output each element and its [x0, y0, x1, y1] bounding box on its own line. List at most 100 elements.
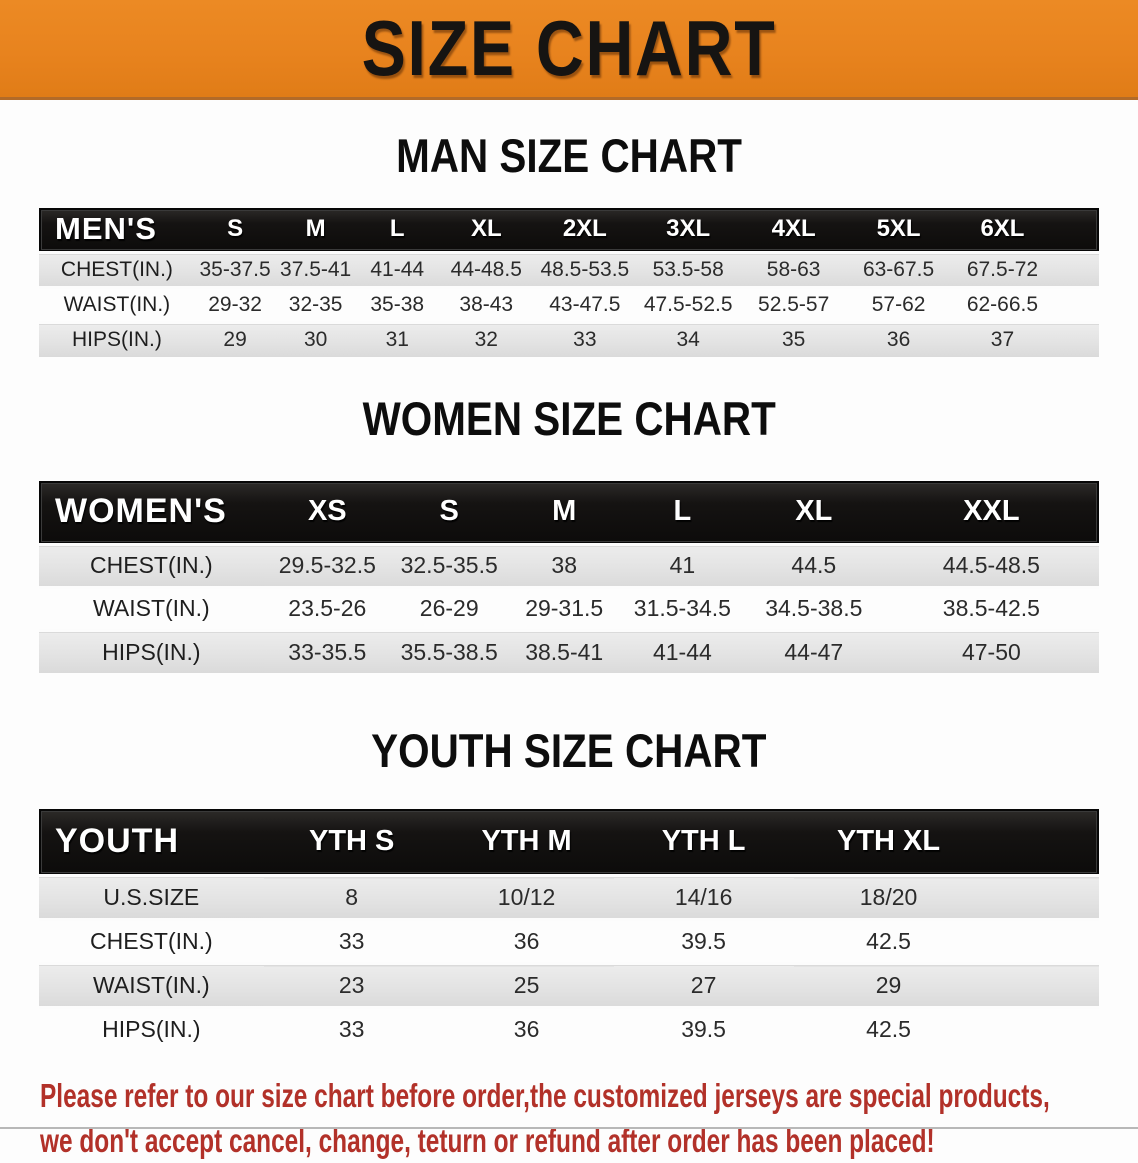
- size-value-cell: 48.5-53.5: [540, 257, 630, 281]
- youth-size-chart-heading: YOUTH SIZE CHART: [0, 725, 1138, 789]
- size-value-cell: 37.5-41: [280, 257, 352, 281]
- table-row: U.S.SIZE 8 10/12 14/16 18/20: [39, 875, 1099, 919]
- size-value-cell: 23: [338, 971, 365, 998]
- bottom-divider: [0, 1127, 1138, 1129]
- size-value-cell: 42.5: [866, 1016, 911, 1043]
- size-column-header: L: [389, 215, 405, 243]
- filler-cell: [983, 875, 1099, 919]
- table-row: CHEST(IN.) 29.5-32.5 32.5-35.5 38 41 44.5 44.5…: [39, 544, 1099, 587]
- size-value-cell: 38-43: [459, 292, 514, 316]
- size-column-header: 4XL: [771, 215, 816, 243]
- size-value-cell: 10/12: [497, 883, 556, 910]
- size-value-cell: 35: [781, 328, 806, 352]
- size-value-cell: 47.5-52.5: [643, 292, 733, 316]
- row-label: U.S.SIZE: [103, 883, 200, 910]
- size-column-header: 5XL: [876, 215, 921, 243]
- size-value-cell: 44-47: [784, 638, 844, 665]
- size-column-header: S: [439, 495, 459, 528]
- table-title: WOMEN'S: [55, 492, 227, 531]
- table-row: HIPS(IN.) 33-35.5 35.5-38.5 38.5-41 41-44 44-…: [39, 630, 1099, 673]
- disclaimer-line-2: we don't accept cancel, change, teturn o…: [40, 1122, 935, 1159]
- filler-cell: [983, 1007, 1099, 1051]
- size-value-cell: 36: [886, 328, 911, 352]
- size-value-cell: 35.5-38.5: [400, 638, 498, 665]
- size-value-cell: 37: [990, 328, 1015, 352]
- size-value-cell: 39.5: [681, 927, 726, 954]
- size-value-cell: 27: [690, 971, 717, 998]
- table-header-row: WOMEN'S XS S M L XL XXL: [39, 481, 1099, 544]
- size-value-cell: 44.5: [791, 552, 837, 578]
- size-value-cell: 36: [513, 927, 540, 954]
- size-value-cell: 44.5-48.5: [942, 552, 1040, 578]
- size-column-header: M: [552, 495, 577, 528]
- filler-cell: [983, 963, 1099, 1007]
- table-row: HIPS(IN.) 29 30 31 32 33 34 35 36 37: [39, 322, 1099, 357]
- size-value-cell: 41: [669, 552, 696, 578]
- size-column-header: M: [305, 215, 326, 243]
- size-value-cell: 18/20: [859, 883, 918, 910]
- size-chart-title: SIZE CHART: [361, 4, 777, 92]
- size-value-cell: 47-50: [961, 638, 1021, 665]
- size-column-header: YTH S: [308, 824, 395, 857]
- size-value-cell: 34: [676, 328, 700, 352]
- size-column-header: L: [673, 495, 692, 528]
- size-value-cell: 53.5-58: [652, 257, 724, 281]
- size-value-cell: 32.5-35.5: [400, 552, 498, 578]
- women-size-chart-heading: WOMEN SIZE CHART: [0, 393, 1138, 457]
- table-row: HIPS(IN.) 33 36 39.5 42.5: [39, 1007, 1099, 1051]
- size-value-cell: 63-67.5: [862, 257, 935, 281]
- youth-size-table: YOUTH YTH S YTH M YTH L YTH XL U.S.SIZE 8 10/12…: [39, 809, 1099, 1051]
- filler-cell: [983, 809, 1099, 875]
- row-label: HIPS(IN.): [102, 638, 201, 665]
- size-value-cell: 43-47.5: [549, 292, 621, 316]
- size-value-cell: 29.5-32.5: [278, 552, 376, 578]
- size-column-header: XXL: [963, 495, 1020, 528]
- row-label: HIPS(IN.): [102, 1016, 201, 1043]
- man-size-chart-heading: MAN SIZE CHART: [0, 130, 1138, 194]
- size-value-cell: 57-62: [871, 292, 926, 316]
- size-value-cell: 38: [551, 552, 577, 578]
- table-row: WAIST(IN.) 23.5-26 26-29 29-31.5 31.5-34.5 34…: [39, 587, 1099, 630]
- size-column-header: XL: [795, 495, 833, 528]
- womens-size-table: WOMEN'S XS S M L XL XXL CHEST(IN.) 29.5-32.5 32.5…: [39, 481, 1099, 673]
- row-label: HIPS(IN.): [71, 328, 162, 352]
- size-value-cell: 33-35.5: [288, 638, 367, 665]
- table-header-row: YOUTH YTH S YTH M YTH L YTH XL: [39, 809, 1099, 875]
- disclaimer-line-1: Please refer to our size chart before or…: [40, 1077, 1050, 1114]
- size-value-cell: 39.5: [681, 1016, 726, 1043]
- size-value-cell: 67.5-72: [966, 257, 1039, 281]
- row-label: CHEST(IN.): [90, 552, 213, 578]
- size-value-cell: 36: [513, 1016, 540, 1043]
- size-value-cell: 32: [474, 328, 498, 352]
- size-value-cell: 35-38: [370, 292, 425, 316]
- size-value-cell: 30: [303, 328, 328, 352]
- size-value-cell: 32-35: [288, 292, 343, 316]
- size-value-cell: 29: [223, 328, 247, 352]
- size-value-cell: 38.5-42.5: [942, 595, 1040, 621]
- table-title: MEN'S: [55, 211, 157, 247]
- table-row: WAIST(IN.) 29-32 32-35 35-38 38-43 43-47.5 47.…: [39, 287, 1099, 322]
- row-label: WAIST(IN.): [93, 971, 210, 998]
- size-value-cell: 33: [338, 927, 365, 954]
- row-label: WAIST(IN.): [63, 292, 171, 316]
- size-column-header: XL: [470, 215, 502, 243]
- filler-cell: [1054, 208, 1099, 252]
- size-value-cell: 41-44: [370, 257, 425, 281]
- size-value-cell: 29-31.5: [525, 595, 604, 621]
- size-value-cell: 23.5-26: [288, 595, 367, 621]
- row-label: CHEST(IN.): [60, 257, 173, 281]
- size-column-header: S: [227, 215, 244, 243]
- size-value-cell: 33: [573, 328, 597, 352]
- size-value-cell: 44-48.5: [450, 257, 522, 281]
- size-column-header: YTH L: [661, 824, 746, 857]
- filler-cell: [1054, 252, 1099, 287]
- size-value-cell: 14/16: [674, 883, 733, 910]
- women-size-chart-heading-text: WOMEN SIZE CHART: [362, 392, 776, 445]
- size-value-cell: 26-29: [419, 595, 479, 621]
- size-column-header: XS: [307, 495, 347, 528]
- size-value-cell: 33: [338, 1016, 365, 1043]
- size-chart-banner: SIZE CHART: [0, 0, 1138, 100]
- man-size-chart-heading-text: MAN SIZE CHART: [396, 129, 742, 182]
- size-value-cell: 29: [875, 971, 902, 998]
- size-value-cell: 58-63: [766, 257, 821, 281]
